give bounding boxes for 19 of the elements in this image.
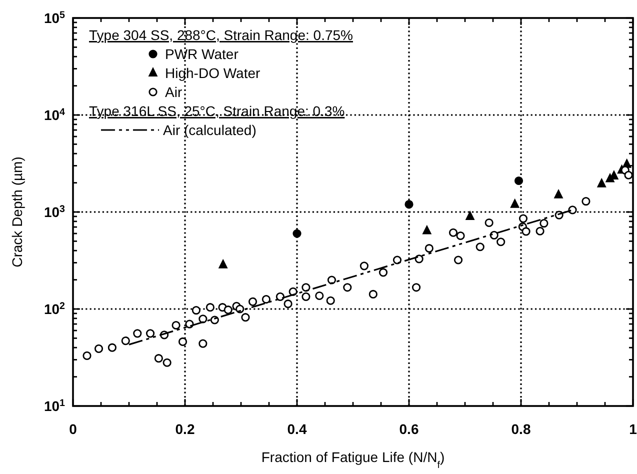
x-tick-label: 0.4: [287, 421, 307, 437]
x-tick-label: 0.8: [511, 421, 531, 437]
x-tick-label: 1: [629, 421, 637, 437]
annotation: Type 304 SS, 288°C, Strain Range: 0.75%: [89, 27, 353, 43]
y-tick-label: 10$^{4}$: [44, 106, 66, 123]
legend-label: Air (calculated): [163, 122, 256, 138]
y-tick-label: 10$^{5}$: [44, 10, 66, 26]
y-tick-label: 10$^{1}$: [44, 398, 66, 414]
y-tick-label: 10$^{2}$: [44, 300, 66, 317]
x-tick-label: 0.2: [175, 421, 195, 437]
y-tick-label: 10$^{3}$: [44, 204, 66, 220]
x-tick-label: 0: [69, 421, 78, 437]
y-axis-title: Crack Depth (µm): [9, 156, 25, 268]
legend-label: Air: [165, 84, 182, 100]
legend-label: High-DO Water: [165, 65, 260, 81]
annotation: Type 316L SS, 25°C, Strain Range: 0.3%: [89, 103, 345, 119]
x-axis-title: Fraction of Fatigue Life (N/N$_{f}$): [261, 449, 445, 470]
x-tick-label: 0.6: [399, 421, 419, 437]
legend-label: PWR Water: [165, 46, 239, 62]
